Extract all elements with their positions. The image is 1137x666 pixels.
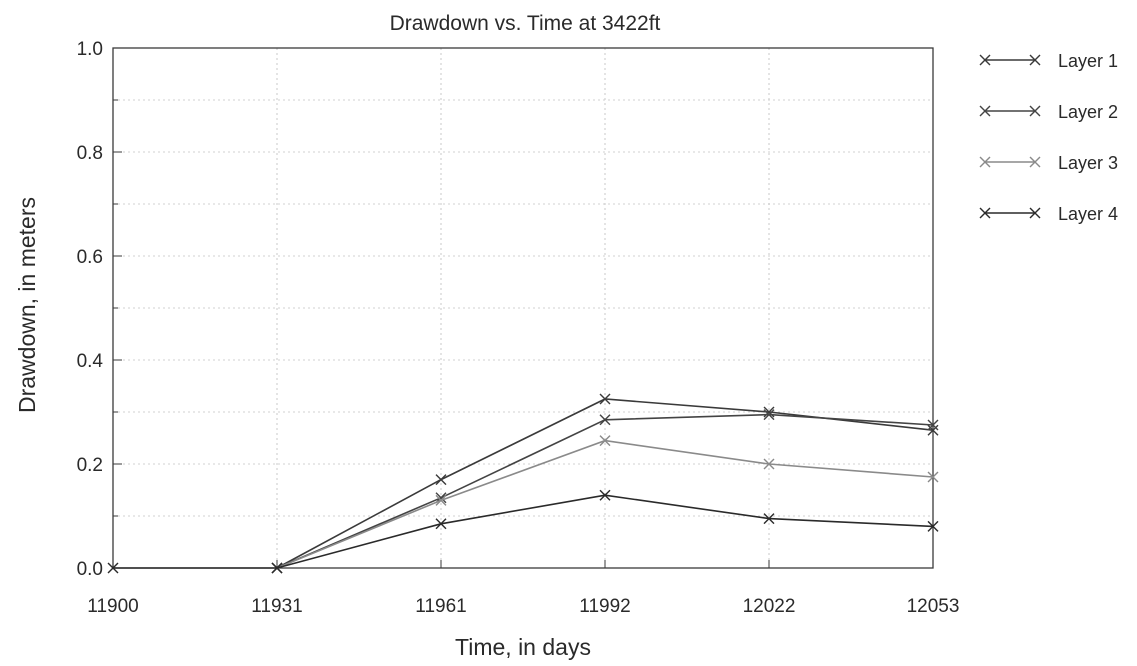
- marker-stroke: [599, 435, 611, 447]
- x-axis-title: Time, in days: [455, 634, 591, 660]
- marker-stroke: [979, 207, 991, 219]
- marker-stroke: [979, 105, 991, 117]
- y-tick-label: 0.4: [77, 351, 104, 372]
- data-series: [107, 393, 939, 574]
- data-point: [435, 518, 447, 530]
- marker-stroke: [927, 424, 939, 436]
- x-tick-label: 11900: [87, 596, 138, 617]
- y-tick-label: 0.2: [77, 455, 103, 476]
- y-tick-label: 0.8: [77, 143, 103, 164]
- series-layer-4: [107, 489, 939, 574]
- marker-stroke: [763, 458, 775, 470]
- data-point: [927, 419, 939, 431]
- legend-marker: [1029, 156, 1041, 168]
- marker-stroke: [599, 393, 611, 405]
- y-tick-label: 0.0: [77, 559, 103, 580]
- legend-marker: [979, 105, 991, 117]
- marker-stroke: [1029, 207, 1041, 219]
- data-point: [435, 494, 447, 506]
- y-tick-label: 1.0: [77, 39, 103, 60]
- legend-item: Layer 3: [979, 153, 1118, 173]
- marker-stroke: [599, 489, 611, 501]
- marker-stroke: [435, 474, 447, 486]
- data-point: [927, 471, 939, 483]
- legend-label: Layer 2: [1058, 102, 1118, 122]
- chart-title: Drawdown vs. Time at 3422ft: [390, 12, 661, 35]
- marker-stroke: [979, 156, 991, 168]
- legend-item: Layer 4: [979, 204, 1118, 224]
- data-point: [107, 562, 119, 574]
- y-tick-label: 0.6: [77, 247, 103, 268]
- marker-stroke: [107, 562, 119, 574]
- legend-marker: [979, 207, 991, 219]
- data-point: [763, 513, 775, 525]
- data-point: [927, 520, 939, 532]
- legend-label: Layer 4: [1058, 204, 1118, 224]
- data-point: [599, 489, 611, 501]
- legend-marker: [979, 156, 991, 168]
- legend-item: Layer 2: [979, 102, 1118, 122]
- data-point: [435, 474, 447, 486]
- x-tick-label: 12022: [743, 596, 796, 617]
- legend-item: Layer 1: [979, 51, 1118, 71]
- grid-lines: [113, 47, 933, 568]
- legend-marker: [1029, 207, 1041, 219]
- marker-stroke: [763, 513, 775, 525]
- data-point: [927, 424, 939, 436]
- tick-labels: 0.0 0.2 0.4 0.6 0.8 1.0 11900 11931 11961 11992 12…: [77, 39, 960, 617]
- data-point: [599, 393, 611, 405]
- data-point: [599, 435, 611, 447]
- legend-label: Layer 1: [1058, 51, 1118, 71]
- legend-marker: [1029, 54, 1041, 66]
- marker-stroke: [435, 518, 447, 530]
- legend: Layer 1 Layer 2 Layer 3 Layer 4: [979, 51, 1118, 224]
- x-tick-label: 11961: [415, 596, 466, 617]
- data-point: [271, 562, 283, 574]
- marker-stroke: [763, 409, 775, 421]
- x-tick-label: 11992: [579, 596, 630, 617]
- legend-marker: [979, 54, 991, 66]
- x-tick-label: 11931: [251, 596, 302, 617]
- marker-stroke: [1029, 156, 1041, 168]
- data-point: [763, 458, 775, 470]
- legend-label: Layer 3: [1058, 153, 1118, 173]
- series-line: [113, 494, 934, 569]
- marker-stroke: [599, 414, 611, 426]
- data-point: [599, 414, 611, 426]
- marker-stroke: [927, 520, 939, 532]
- marker-stroke: [435, 494, 447, 506]
- marker-stroke: [979, 54, 991, 66]
- marker-stroke: [927, 471, 939, 483]
- marker-stroke: [271, 562, 283, 574]
- data-point: [763, 409, 775, 421]
- legend-marker: [1029, 105, 1041, 117]
- marker-stroke: [927, 419, 939, 431]
- marker-stroke: [1029, 54, 1041, 66]
- y-axis-title: Drawdown, in meters: [14, 197, 40, 413]
- x-tick-label: 12053: [907, 596, 960, 617]
- marker-stroke: [1029, 105, 1041, 117]
